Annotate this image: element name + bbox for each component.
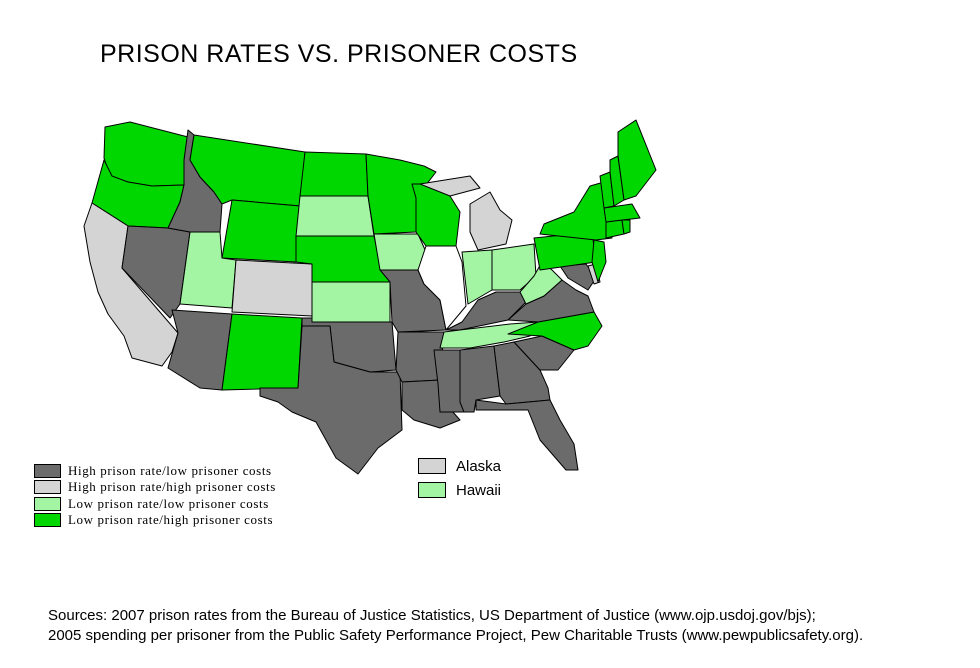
state-nd — [299, 151, 369, 197]
state-az — [167, 309, 233, 391]
legend-swatch — [34, 496, 61, 511]
state-ma — [603, 203, 641, 223]
alaska-swatch — [418, 458, 446, 474]
legend-swatch — [34, 480, 61, 495]
state-ia — [373, 233, 427, 271]
state-nj — [591, 239, 607, 283]
state-md — [559, 263, 597, 291]
state-sc — [513, 335, 575, 371]
legend-label: Low prison rate/low prisoner costs — [68, 495, 269, 511]
legend-item-high-rate-low-cost: High prison rate/low prisoner costs — [34, 463, 276, 479]
state-nh — [609, 155, 625, 207]
legend-swatch — [34, 464, 61, 479]
legend-item-low-rate-low-cost: Low prison rate/low prisoner costs — [34, 496, 276, 512]
state-ny — [539, 181, 613, 241]
hawaii-swatch — [418, 482, 446, 498]
state-fl — [475, 399, 579, 471]
state-me — [617, 119, 657, 201]
legend-label: High prison rate/high prisoner costs — [68, 479, 276, 495]
hawaii-label: Hawaii — [456, 481, 502, 499]
sources-line-2: 2005 spending per prisoner from the Publ… — [48, 627, 864, 644]
state-mi — [419, 175, 513, 251]
inset-item-hawaii: Hawaii — [418, 478, 501, 502]
sources-line-1: Sources: 2007 prison rates from the Bure… — [48, 607, 816, 624]
state-wv — [519, 261, 563, 305]
state-ri — [621, 219, 631, 235]
legend: High prison rate/low prisoner costs High… — [34, 463, 276, 528]
state-ct — [605, 219, 625, 239]
state-nm — [221, 313, 303, 391]
inset-states-key: Alaska Hawaii — [418, 454, 501, 502]
alaska-label: Alaska — [456, 457, 502, 475]
legend-swatch — [34, 513, 61, 528]
legend-label: High prison rate/low prisoner costs — [68, 463, 272, 479]
map-title: PRISON RATES VS. PRISONER COSTS — [100, 40, 578, 68]
legend-item-high-rate-high-cost: High prison rate/high prisoner costs — [34, 479, 276, 495]
legend-item-low-rate-high-cost: Low prison rate/high prisoner costs — [34, 512, 276, 528]
legend-label: Low prison rate/high prisoner costs — [68, 512, 274, 528]
state-sd — [295, 195, 375, 237]
state-wa — [103, 121, 189, 187]
state-tx — [259, 325, 403, 475]
state-ks — [311, 281, 391, 323]
state-co — [231, 259, 313, 317]
inset-item-alaska: Alaska — [418, 454, 501, 478]
state-wy — [221, 199, 301, 263]
sources-note: Sources: 2007 prison rates from the Bure… — [48, 606, 863, 646]
